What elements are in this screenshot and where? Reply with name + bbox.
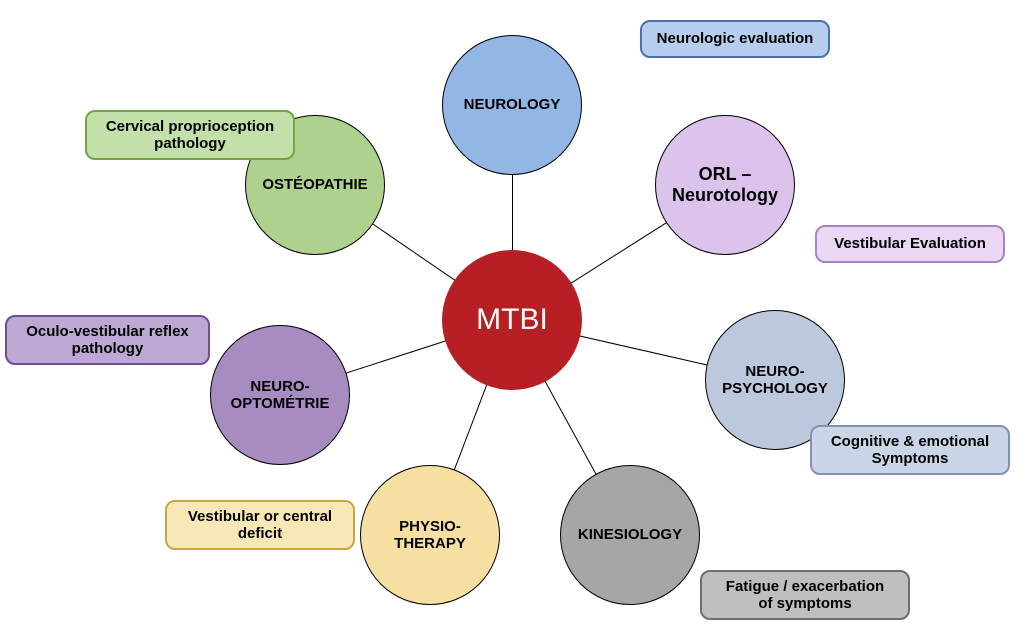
node-kinesiology: KINESIOLOGY	[560, 465, 700, 605]
node-physio: PHYSIO- THERAPY	[360, 465, 500, 605]
desc-label: Vestibular Evaluation	[834, 235, 986, 252]
node-label: ORL – Neurotology	[672, 164, 778, 205]
node-neurology: NEUROLOGY	[442, 35, 582, 175]
desc-label: Vestibular or central deficit	[188, 508, 332, 543]
node-label: PHYSIO- THERAPY	[394, 518, 466, 553]
desc-label: Fatigue / exacerbation of symptoms	[726, 578, 884, 613]
desc-label: Cognitive & emotional Symptoms	[831, 433, 989, 468]
node-label: KINESIOLOGY	[578, 526, 682, 543]
node-label: OSTÉOPATHIE	[262, 176, 367, 193]
desc-neurology: Neurologic evaluation	[640, 20, 830, 58]
node-neurooptom: NEURO- OPTOMÉTRIE	[210, 325, 350, 465]
node-label: NEURO- OPTOMÉTRIE	[231, 378, 330, 413]
desc-neurooptom: Oculo-vestibular reflex pathology	[5, 315, 210, 365]
desc-osteo: Cervical proprioception pathology	[85, 110, 295, 160]
center-node: MTBI	[442, 250, 582, 390]
diagram-stage: NEUROLOGY Neurologic evaluation ORL – Neur…	[0, 0, 1024, 640]
desc-label: Neurologic evaluation	[657, 30, 814, 47]
node-label: NEUROLOGY	[464, 96, 561, 113]
center-label: MTBI	[476, 303, 548, 337]
desc-orl: Vestibular Evaluation	[815, 225, 1005, 263]
desc-label: Oculo-vestibular reflex pathology	[26, 323, 189, 358]
node-orl: ORL – Neurotology	[655, 115, 795, 255]
desc-neuropsych: Cognitive & emotional Symptoms	[810, 425, 1010, 475]
desc-physio: Vestibular or central deficit	[165, 500, 355, 550]
desc-label: Cervical proprioception pathology	[106, 118, 274, 153]
node-label: NEURO- PSYCHOLOGY	[722, 363, 828, 398]
desc-kinesiology: Fatigue / exacerbation of symptoms	[700, 570, 910, 620]
